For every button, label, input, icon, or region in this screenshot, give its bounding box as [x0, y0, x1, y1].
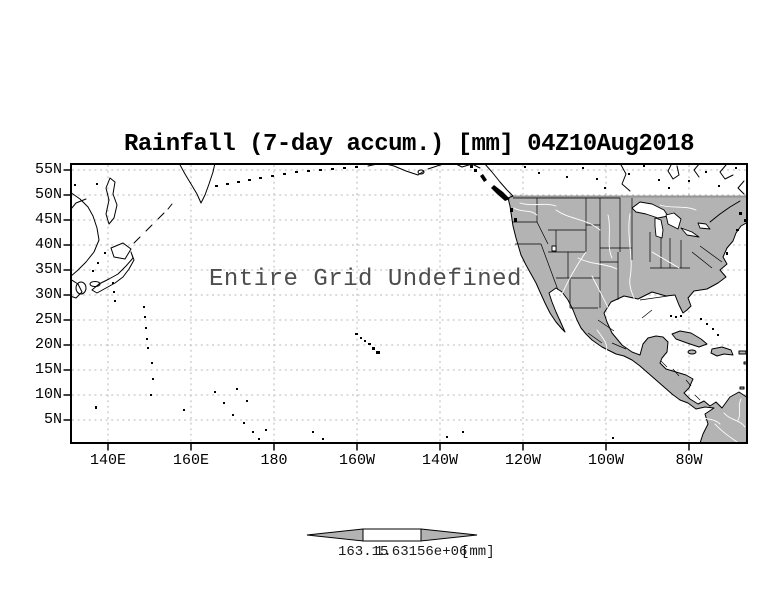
colorbar-unit-label: [mm] — [461, 544, 495, 560]
colorbar — [306, 528, 478, 542]
y-axis-tick-label: 50N — [34, 186, 62, 203]
y-axis-tick-label: 25N — [34, 311, 62, 328]
island-specks — [74, 164, 747, 440]
plot-title: Rainfall (7-day accum.) [mm] 04Z10Aug201… — [124, 131, 695, 158]
x-axis-tick-label: 100W — [587, 452, 624, 469]
colorbar-left-value: 163.15 — [338, 544, 389, 560]
colorbar-left-arrow — [306, 528, 364, 542]
x-axis-tick-label: 80W — [675, 452, 703, 469]
y-axis-tick-label: 30N — [34, 286, 62, 303]
colorbar-right-arrow — [420, 528, 478, 542]
y-axis-tick-label: 5N — [43, 411, 62, 428]
x-axis-tick-label: 160E — [172, 452, 209, 469]
y-axis-tick-label: 55N — [34, 161, 62, 178]
plot-frame — [70, 163, 748, 444]
y-axis-tick-label: 20N — [34, 336, 62, 353]
x-axis-tick-label: 140W — [421, 452, 458, 469]
axis-ticks — [63, 169, 690, 451]
map-plot-area — [63, 163, 748, 451]
caribbean-islands — [671, 330, 747, 390]
colorbar-right-value: 1.63156e+06 — [375, 544, 468, 560]
st-lawrence-river — [709, 200, 741, 223]
y-axis-tick-label: 10N — [34, 386, 62, 403]
x-axis-tick-label: 140E — [89, 452, 126, 469]
outline-coastlines — [71, 164, 745, 299]
y-axis-tick-label: 45N — [34, 211, 62, 228]
x-axis-tick-label: 180 — [260, 452, 288, 469]
great-lakes — [551, 201, 711, 252]
y-axis-tick-label: 15N — [34, 361, 62, 378]
y-axis-tick-label: 40N — [34, 236, 62, 253]
x-axis-tick-label: 120W — [504, 452, 541, 469]
x-axis-tick-label: 160W — [338, 452, 375, 469]
colorbar-box — [362, 528, 422, 542]
y-axis-tick-label: 35N — [34, 261, 62, 278]
rivers — [513, 202, 746, 443]
grid-undefined-message: Entire Grid Undefined — [209, 266, 522, 293]
